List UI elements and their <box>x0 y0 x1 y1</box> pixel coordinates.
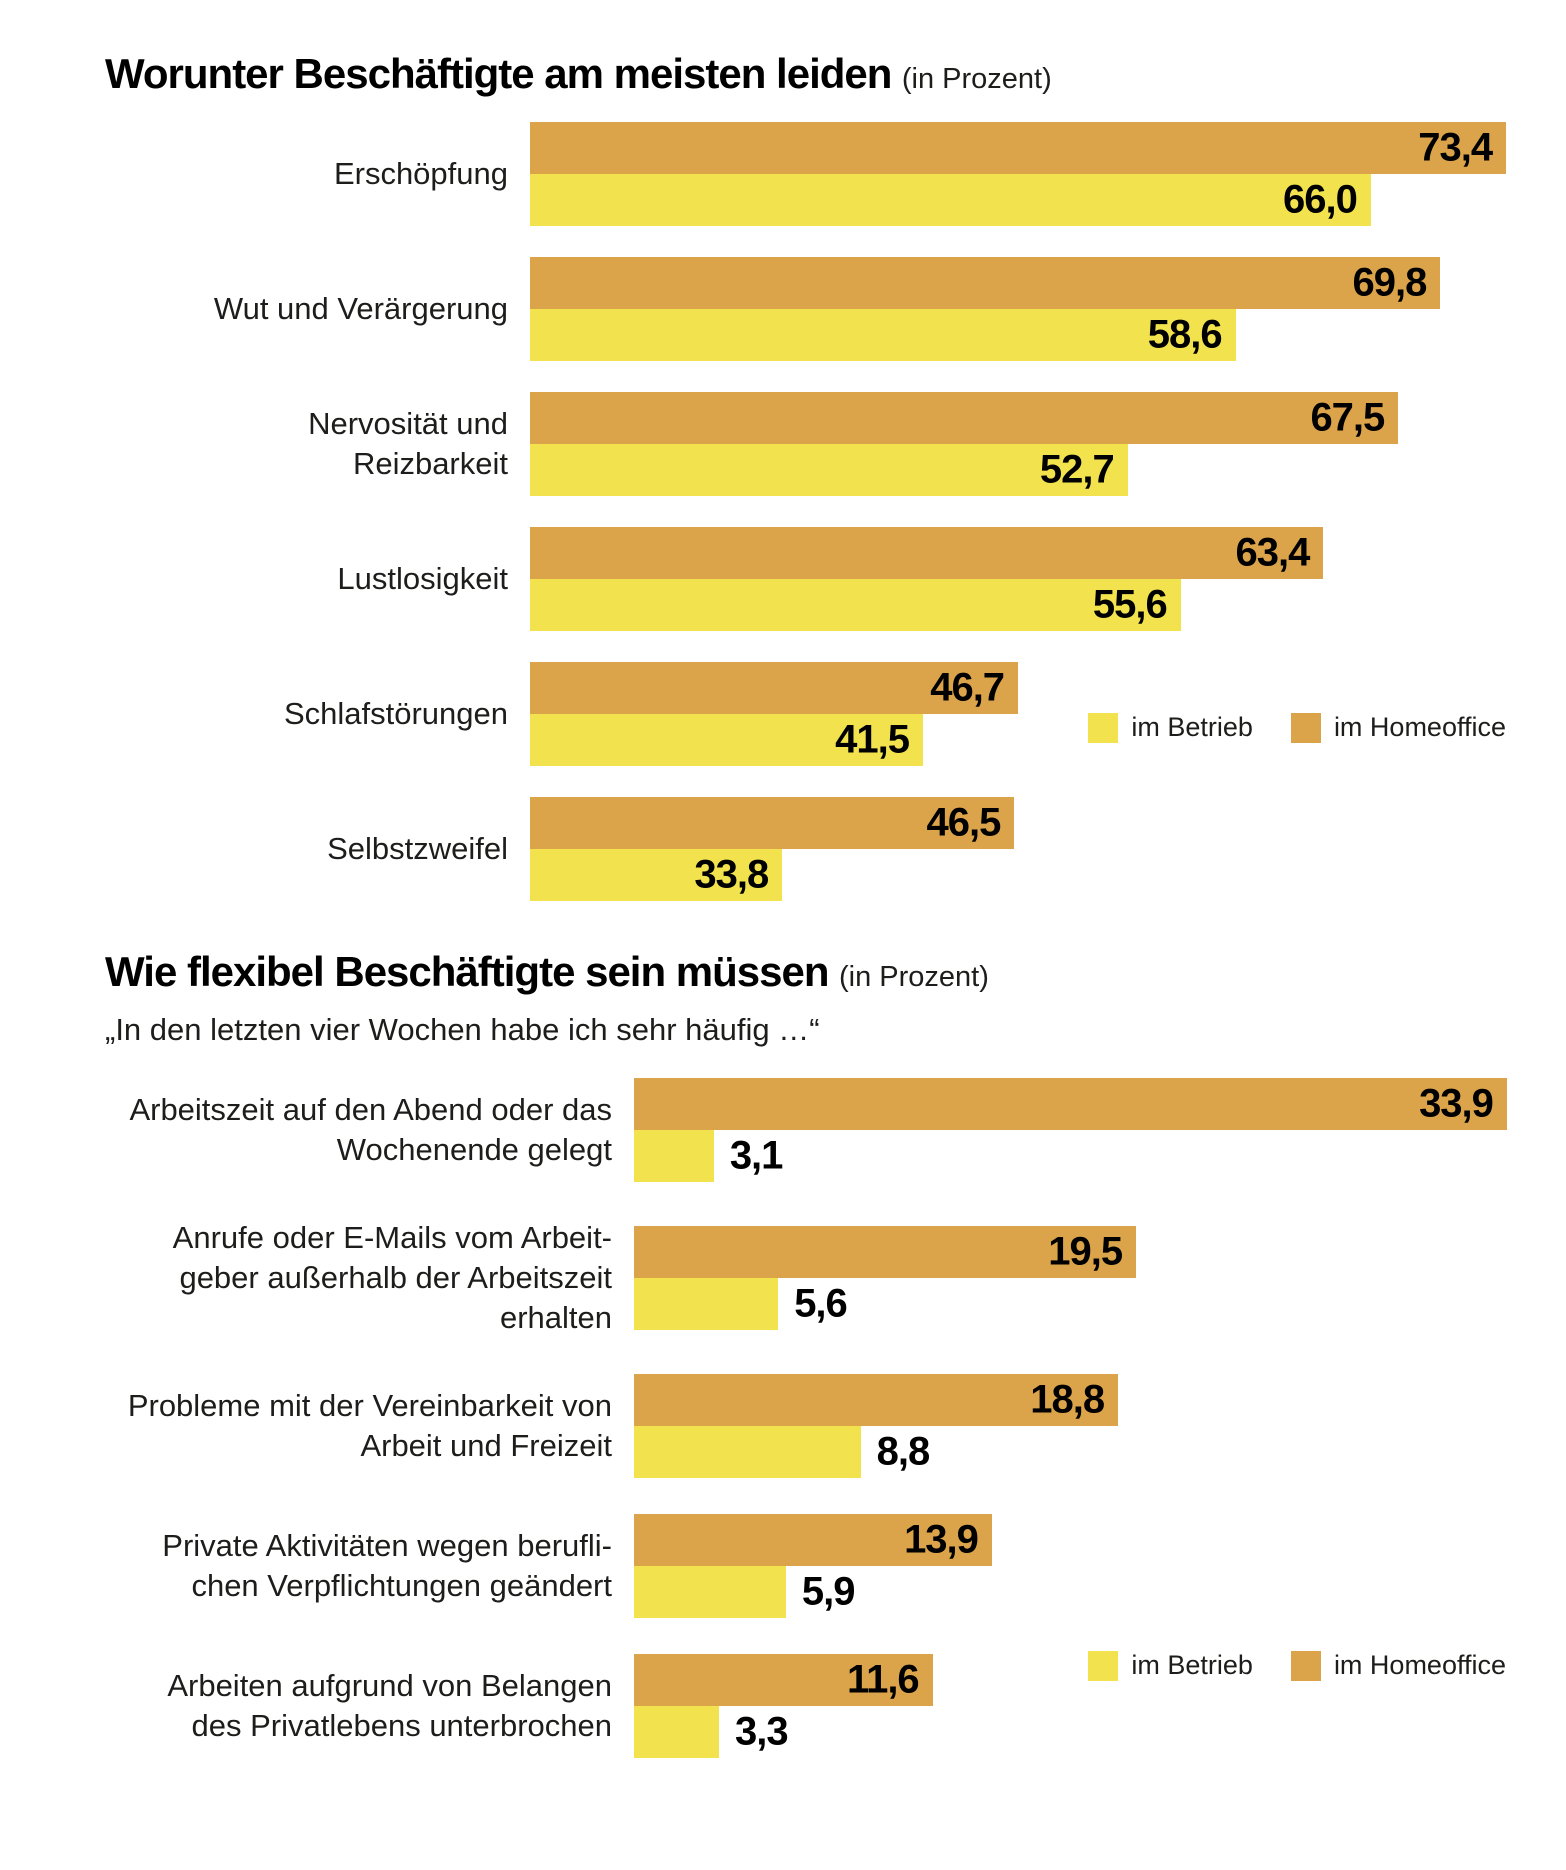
category-label: Selbstzweifel <box>327 831 508 866</box>
value-label-homeoffice: 63,4 <box>1235 530 1310 575</box>
legend-swatch-betrieb <box>1088 712 1119 743</box>
value-label-homeoffice: 46,7 <box>930 665 1005 710</box>
bar-im-betrieb: 5,9 <box>634 1566 856 1618</box>
value-label-betrieb: 33,8 <box>694 852 769 897</box>
bar-im-betrieb: 52,7 <box>530 444 1128 496</box>
legend-swatch-betrieb <box>1088 1650 1119 1681</box>
value-label-betrieb: 8,8 <box>876 1429 931 1474</box>
chart2-unit-label: (in Prozent) <box>839 961 989 993</box>
bar-im-betrieb: 33,8 <box>530 849 783 901</box>
bar-group: 69,8 58,6 <box>530 257 1510 361</box>
bar-group: 73,4 66,0 <box>530 122 1510 226</box>
bar-im-betrieb: 58,6 <box>530 309 1236 361</box>
legend-swatch-homeoffice <box>1290 1650 1321 1681</box>
value-label-homeoffice: 69,8 <box>1352 260 1427 305</box>
category-label: Erschöpfung <box>333 156 508 191</box>
value-label-betrieb: 55,6 <box>1092 582 1168 627</box>
bar-group: 67,5 52,7 <box>530 392 1510 496</box>
legend-label-homeoffice: im Homeoffice <box>1333 712 1506 742</box>
bar-im-homeoffice: 67,5 <box>530 392 1399 444</box>
category-label: Arbeitszeit auf den Abend oder das Woche… <box>129 1092 612 1167</box>
legend: im Betrieb im Homeoffice <box>1088 712 1506 743</box>
chart-row: Wut und Verärgerung 69,8 58,6 <box>105 257 1510 361</box>
bar-im-homeoffice: 46,7 <box>530 662 1019 714</box>
legend-label-homeoffice: im Homeoffice <box>1333 1650 1506 1680</box>
bar-im-betrieb: 5,6 <box>634 1278 848 1330</box>
chart2-title-text: Wie flexibel Beschäftigte sein müssen <box>105 948 830 995</box>
bar-group: 63,4 55,6 <box>530 527 1510 631</box>
value-label-homeoffice: 18,8 <box>1030 1377 1105 1422</box>
chart-row: Selbstzweifel 46,5 33,8 <box>105 797 1510 901</box>
category-label: Wut und Verärgerung <box>213 291 508 326</box>
chart1-rows: Erschöpfung 73,4 66,0 Wut und Verärgerun… <box>105 122 1510 932</box>
chart-row: Erschöpfung 73,4 66,0 <box>105 122 1510 226</box>
bar-im-homeoffice: 69,8 <box>530 257 1441 309</box>
chart-row: Arbeiten aufgrund von Belangen des Priva… <box>105 1654 1510 1758</box>
bar-group: 13,9 5,9 <box>634 1514 1510 1618</box>
bar-im-betrieb: 3,3 <box>634 1706 789 1758</box>
value-label-betrieb: 52,7 <box>1039 447 1115 492</box>
bar-group: 46,7 41,5 <box>530 662 1510 766</box>
value-label-homeoffice: 11,6 <box>847 1657 920 1702</box>
chart2-title: Wie flexibel Beschäftigte sein müssen (i… <box>105 948 989 996</box>
chart-row: Nervosität und Reizbarkeit 67,5 52,7 <box>105 392 1510 496</box>
legend-label-betrieb: im Betrieb <box>1131 712 1253 742</box>
bar-im-homeoffice: 13,9 <box>634 1514 992 1566</box>
bar-im-homeoffice: 18,8 <box>634 1374 1119 1426</box>
value-label-homeoffice: 46,5 <box>926 800 1002 845</box>
bar-im-betrieb: 66,0 <box>530 174 1371 226</box>
bar-group: 46,5 33,8 <box>530 797 1510 901</box>
value-label-betrieb: 3,1 <box>729 1133 784 1178</box>
category-label: Arbeiten aufgrund von Belangen des Priva… <box>167 1668 612 1743</box>
bar-im-homeoffice: 33,9 <box>634 1078 1507 1130</box>
category-label: Schlafstörungen <box>283 696 508 731</box>
bar-im-homeoffice: 19,5 <box>634 1226 1137 1278</box>
chart1-unit-label: (in Prozent) <box>901 63 1052 95</box>
category-label: Private Aktivitäten wegen berufli- chen … <box>162 1528 612 1603</box>
category-label: Lustlosigkeit <box>337 561 508 596</box>
category-label: Nervosität und Reizbarkeit <box>308 406 508 481</box>
value-label-betrieb: 3,3 <box>734 1709 789 1754</box>
value-label-homeoffice: 13,9 <box>904 1517 979 1562</box>
bar-group: 19,5 5,6 <box>634 1226 1510 1330</box>
bar-group: 18,8 8,8 <box>634 1374 1510 1478</box>
chart2-subtitle: „In den letzten vier Wochen habe ich seh… <box>105 1012 820 1047</box>
chart-row: Arbeitszeit auf den Abend oder das Woche… <box>105 1078 1510 1182</box>
chart-row: Probleme mit der Vereinbarkeit von Arbei… <box>105 1374 1510 1478</box>
value-label-homeoffice: 33,9 <box>1419 1081 1494 1126</box>
value-label-betrieb: 41,5 <box>835 717 910 762</box>
bar-im-betrieb: 41,5 <box>530 714 924 766</box>
bar-im-homeoffice: 73,4 <box>530 122 1507 174</box>
category-label: Anrufe oder E-Mails vom Arbeit- geber au… <box>172 1220 612 1335</box>
bar-im-homeoffice: 63,4 <box>530 527 1324 579</box>
chart1-title-text: Worunter Beschäftigte am meisten leiden <box>105 50 892 97</box>
category-label: Probleme mit der Vereinbarkeit von Arbei… <box>127 1388 612 1463</box>
bar-group: 33,9 3,1 <box>634 1078 1510 1182</box>
bar-im-betrieb: 3,1 <box>634 1130 783 1182</box>
value-label-homeoffice: 67,5 <box>1310 395 1385 440</box>
bar-im-betrieb: 55,6 <box>530 579 1181 631</box>
chart-row: Schlafstörungen 46,7 41,5 <box>105 662 1510 766</box>
value-label-betrieb: 66,0 <box>1283 177 1358 222</box>
bar-im-homeoffice: 46,5 <box>530 797 1015 849</box>
chart2-rows: Arbeitszeit auf den Abend oder das Woche… <box>105 1078 1510 1794</box>
chart-row: Private Aktivitäten wegen berufli- chen … <box>105 1514 1510 1618</box>
legend: im Betrieb im Homeoffice <box>1088 1650 1506 1681</box>
value-label-homeoffice: 19,5 <box>1048 1229 1123 1274</box>
value-label-betrieb: 5,9 <box>801 1569 856 1614</box>
value-label-betrieb: 5,6 <box>794 1281 848 1326</box>
chart-row: Anrufe oder E-Mails vom Arbeit- geber au… <box>105 1218 1510 1338</box>
chart1-title: Worunter Beschäftigte am meisten leiden … <box>105 50 1052 98</box>
bar-group: 11,6 3,3 <box>634 1654 1510 1758</box>
legend-label-betrieb: im Betrieb <box>1131 1650 1253 1680</box>
chart-row: Lustlosigkeit 63,4 55,6 <box>105 527 1510 631</box>
value-label-homeoffice: 73,4 <box>1418 125 1493 170</box>
value-label-betrieb: 58,6 <box>1147 312 1223 357</box>
bar-im-homeoffice: 11,6 <box>634 1654 933 1706</box>
bar-im-betrieb: 8,8 <box>634 1426 930 1478</box>
legend-swatch-homeoffice <box>1290 712 1321 743</box>
